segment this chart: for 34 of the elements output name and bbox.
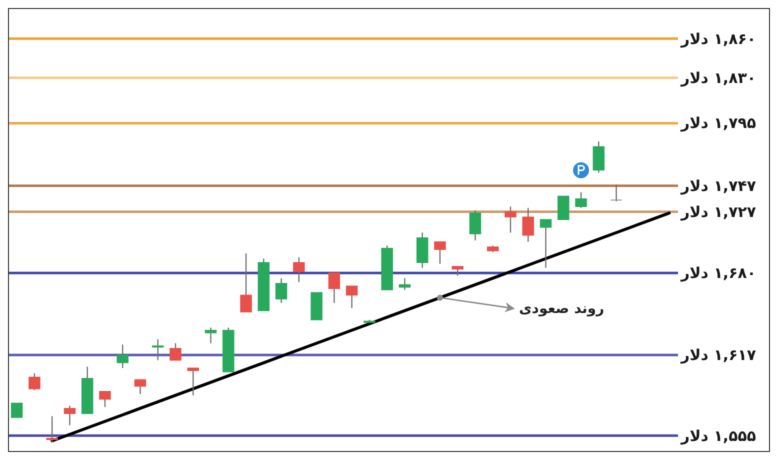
candlestick [240, 252, 252, 313]
candlestick [434, 241, 446, 264]
candlestick [275, 278, 288, 304]
candlestick [610, 184, 622, 202]
candlestick [452, 266, 464, 276]
candlestick [46, 416, 58, 443]
candlestick [116, 344, 128, 369]
ref-line-label: ۱,۷۲۷ دلار [681, 202, 756, 221]
candlestick [558, 196, 570, 220]
candlestick [64, 405, 76, 426]
candlestick [540, 218, 552, 268]
candlestick [99, 390, 111, 408]
candlestick [592, 140, 605, 174]
ref-line-label: ۱,۸۳۰ دلار [681, 68, 756, 87]
annotation: روند صعودی [518, 300, 604, 318]
ref-line-label: ۱,۶۸۰ دلار [681, 264, 756, 282]
candlestick [346, 285, 358, 309]
candlestick [170, 342, 182, 361]
candlestick [152, 338, 164, 361]
candlestick [504, 206, 516, 234]
candlestick [293, 256, 305, 283]
candlestick [522, 207, 534, 242]
candlestick [575, 192, 587, 208]
ref-line-label: ۱,۷۹۵ دلار [681, 114, 756, 132]
candlestick [10, 402, 23, 418]
ref-line-label: ۱,۵۵۵ دلار [681, 426, 756, 445]
candlestick [28, 372, 40, 391]
candlestick [187, 367, 199, 396]
candlestick [328, 272, 340, 304]
candlestick [134, 379, 146, 395]
ref-line-label: ۱,۶۱۷ دلار [681, 346, 756, 364]
candlestick [469, 210, 482, 242]
ref-line-label: ۱,۸۶۰ دلار [681, 30, 756, 48]
ref-line-label: ۱,۷۴۷ دلار [681, 176, 756, 195]
